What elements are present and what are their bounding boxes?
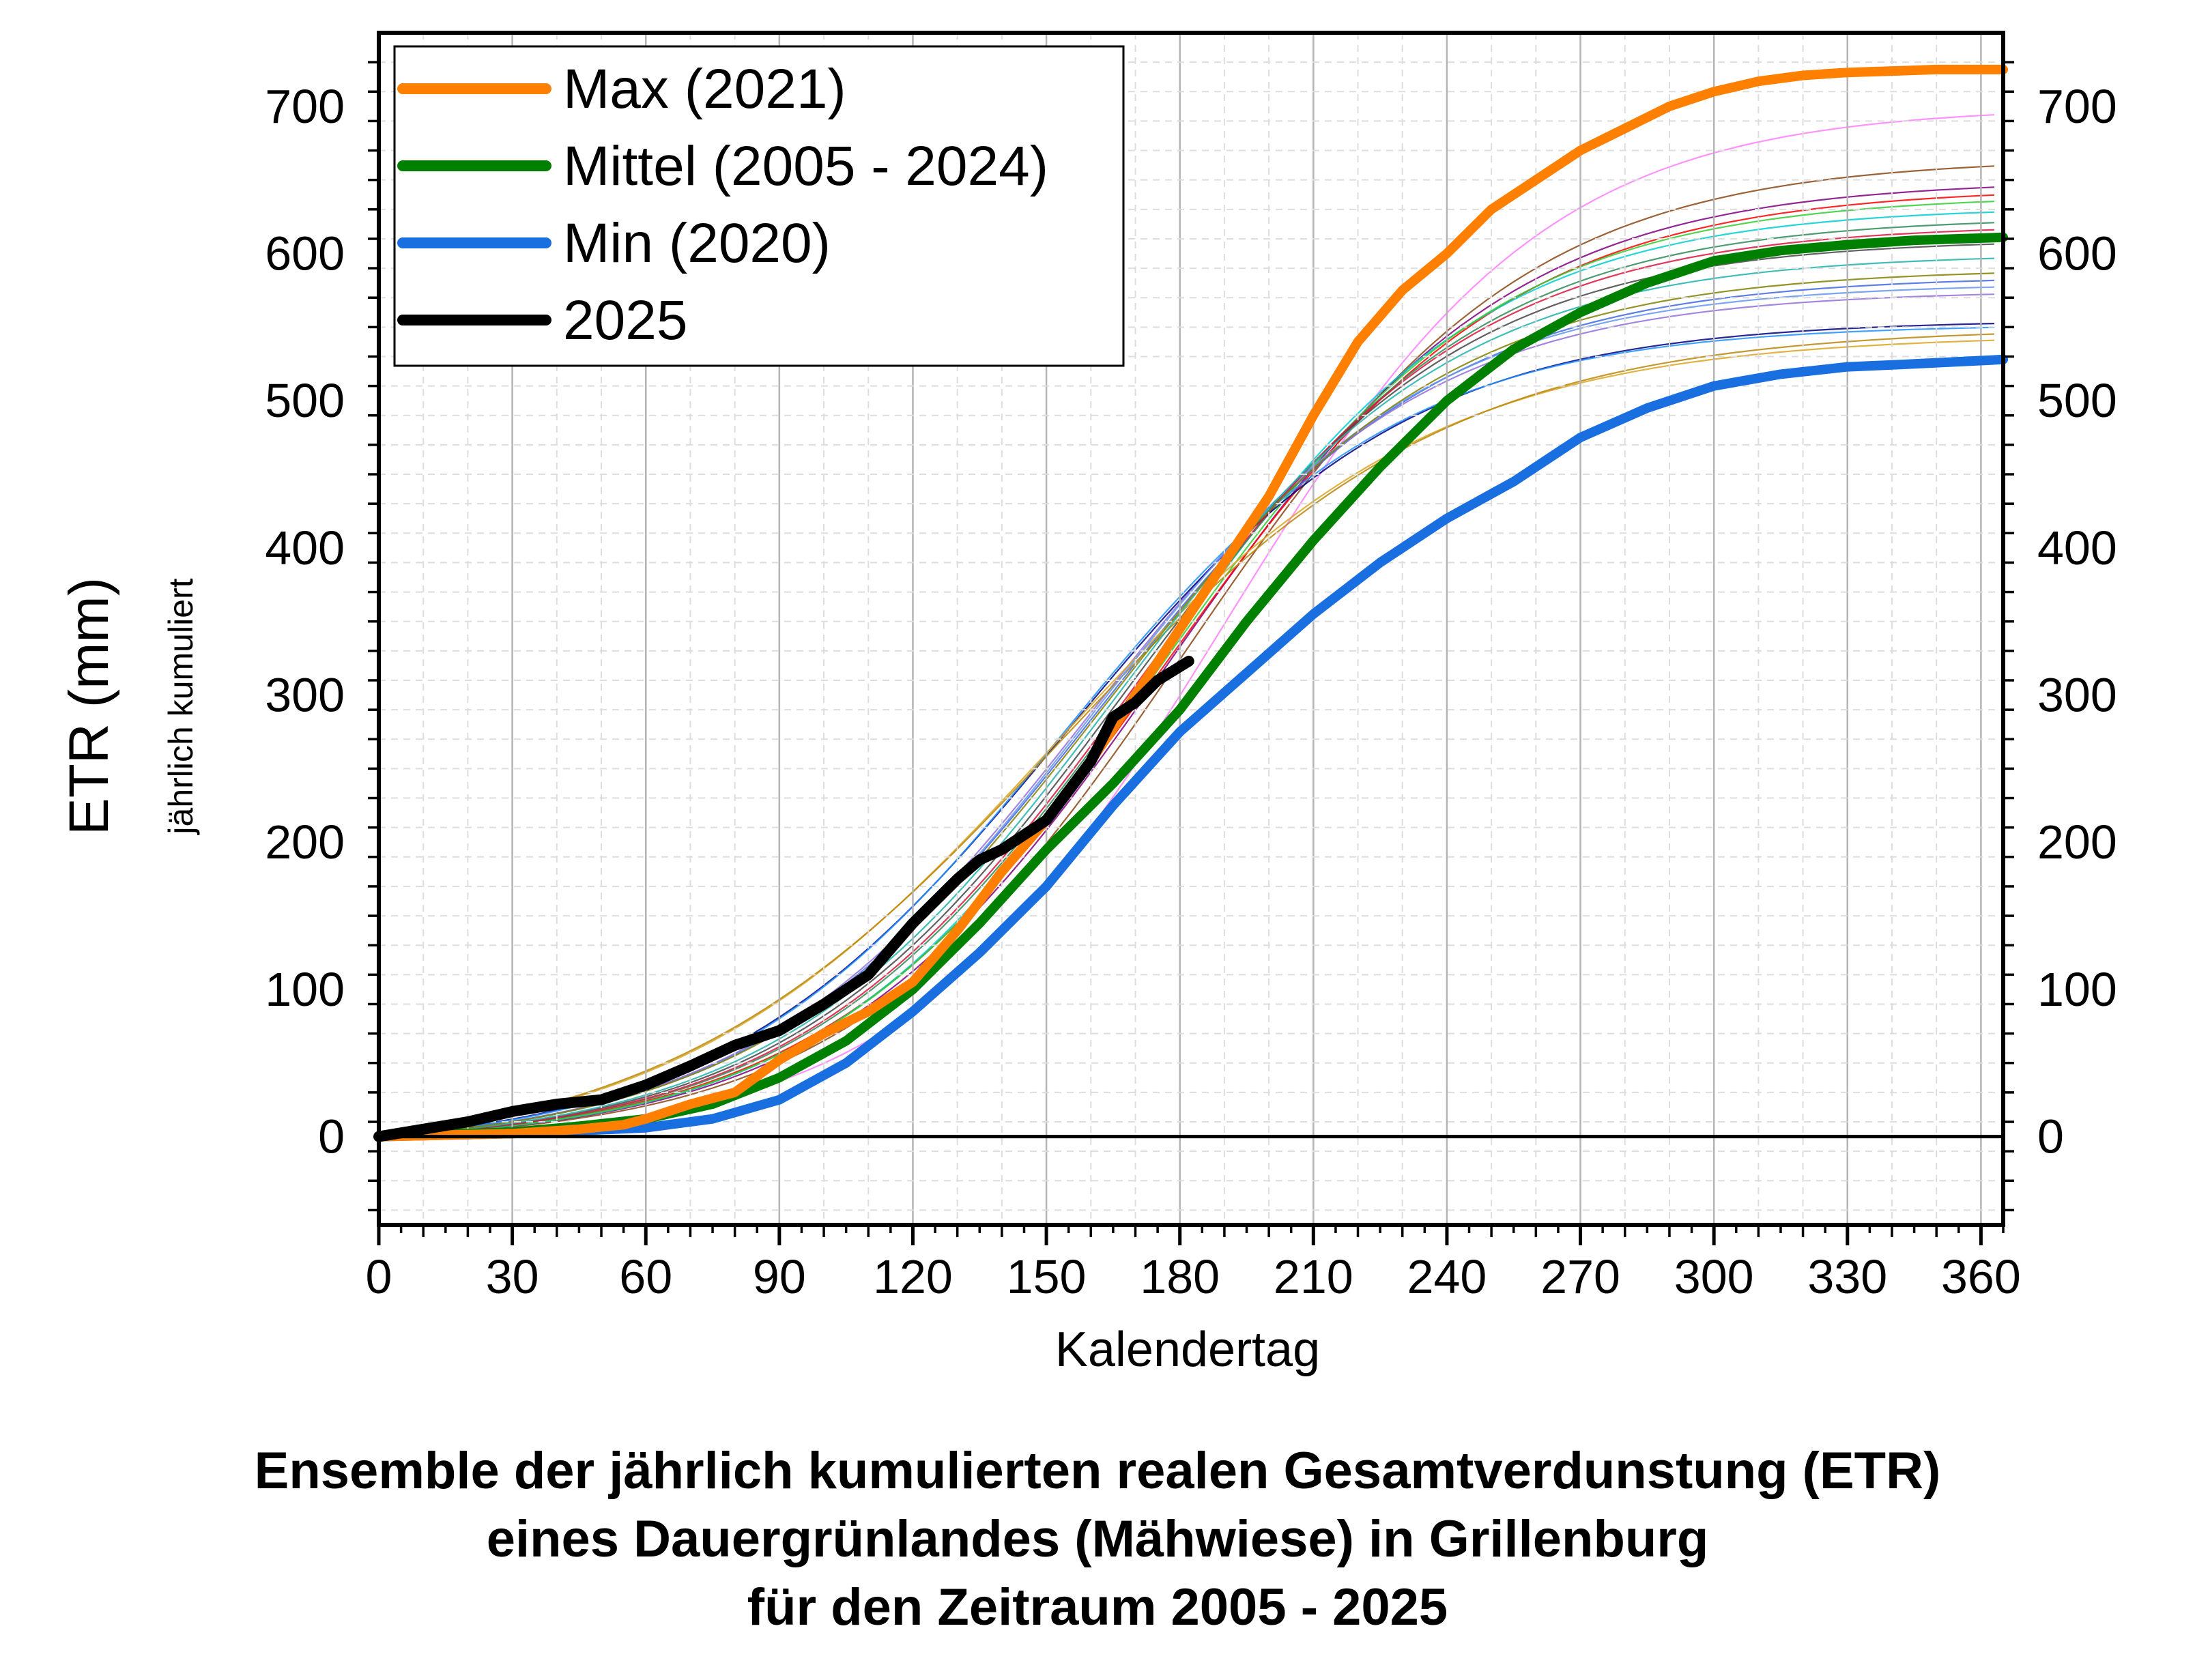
year-line <box>378 333 1995 1138</box>
year-line <box>378 165 1995 1138</box>
x-tick-label: 180 <box>1140 1250 1220 1303</box>
x-tick-label: 360 <box>1941 1250 2021 1303</box>
legend-label: 2025 <box>563 289 687 351</box>
y-tick-label-left: 0 <box>318 1110 345 1163</box>
series-line <box>374 232 2008 1142</box>
series-line <box>373 655 1194 1142</box>
year-line <box>378 186 1995 1138</box>
x-tick-label: 120 <box>873 1250 953 1303</box>
y-tick-label-right: 300 <box>2037 669 2117 722</box>
legend: Max (2021) Mittel (2005 - 2024) Min (2020)… <box>393 45 1125 367</box>
y-tick-label-right: 0 <box>2037 1110 2064 1163</box>
x-tick-label: 300 <box>1674 1250 1754 1303</box>
year-line <box>378 257 1995 1138</box>
legend-label: Max (2021) <box>563 58 846 120</box>
y-tick-label-left: 100 <box>265 963 345 1016</box>
x-tick-label: 30 <box>486 1250 539 1303</box>
x-tick-label: 240 <box>1407 1250 1487 1303</box>
legend-label: Mittel (2005 - 2024) <box>563 135 1048 197</box>
y-tick-label-right: 400 <box>2037 521 2117 575</box>
etr-chart: 0 30 60 90 120 150 180 210 240 270 300 330 360 0 0 100 1… <box>58 31 2117 1377</box>
caption-line-2: eines Dauergrünlandes (Mähwiese) in Gril… <box>486 1510 1709 1568</box>
y-tick-label-right: 100 <box>2037 963 2117 1016</box>
y-tick-label-left: 500 <box>265 374 345 427</box>
y-tick-label-left: 300 <box>265 669 345 722</box>
series-lines <box>373 64 2008 1142</box>
y-tick-label-right: 200 <box>2037 815 2117 869</box>
legend-box <box>393 45 1125 367</box>
y-tick-label-left: 700 <box>265 80 345 133</box>
y-tick-label-left: 600 <box>265 227 345 280</box>
y-tick-label-right: 500 <box>2037 374 2117 427</box>
y-tick-label-left: 200 <box>265 815 345 869</box>
year-line <box>378 194 1995 1138</box>
x-tick-label: 0 <box>366 1250 392 1303</box>
year-line <box>378 293 1995 1138</box>
legend-label: Min (2020) <box>563 212 831 274</box>
year-line <box>378 201 1995 1138</box>
year-line <box>378 272 1995 1138</box>
x-tick-label: 60 <box>619 1250 672 1303</box>
y-axis-label: ETR (mm) <box>58 577 120 835</box>
x-tick-label: 330 <box>1807 1250 1887 1303</box>
caption-line-1: Ensemble der jährlich kumulierten realen… <box>254 1442 1941 1500</box>
y-tick-label-right: 600 <box>2037 227 2117 280</box>
year-line <box>378 339 1995 1138</box>
y-tick-label-left: 400 <box>265 521 345 575</box>
y-tick-label-right: 700 <box>2037 80 2117 133</box>
y-axis-sublabel: jährlich kumuliert <box>162 578 200 835</box>
x-tick-label: 210 <box>1274 1250 1353 1303</box>
year-line <box>378 286 1995 1138</box>
plot-frame <box>377 31 2005 1227</box>
axes: 0 30 60 90 120 150 180 210 240 270 300 330 360 0 0 100 1… <box>265 31 2117 1303</box>
caption-line-3: für den Zeitraum 2005 - 2025 <box>747 1578 1448 1636</box>
series-line <box>374 64 2008 1142</box>
x-tick-label: 90 <box>753 1250 806 1303</box>
x-axis-label: Kalendertag <box>1055 1322 1320 1377</box>
x-tick-label: 150 <box>1007 1250 1087 1303</box>
series-line <box>374 354 2008 1142</box>
x-tick-label: 270 <box>1540 1250 1620 1303</box>
